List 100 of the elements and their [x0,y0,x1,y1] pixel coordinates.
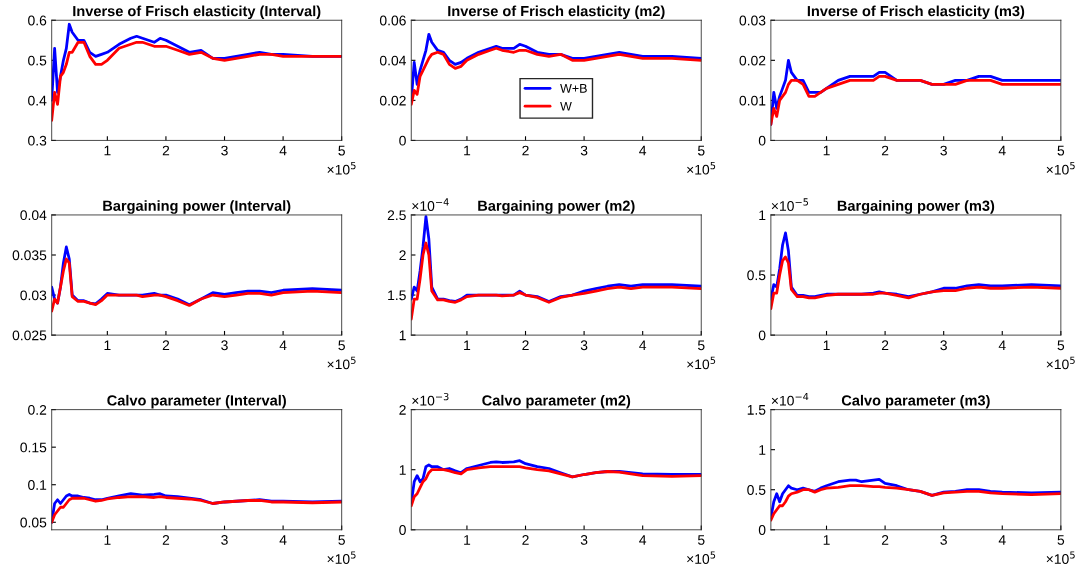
x-tick-label: 1 [104,340,111,351]
x-tick-label: 4 [279,535,287,545]
x-tick-label: 1 [104,535,111,545]
text: ×10$^{5}$ [687,162,716,175]
x-tick-label: 5 [697,535,705,545]
y-tick-label: 1.5 [388,290,406,301]
text: ×10$^{−3}$ [412,392,449,406]
text: ×10$^{5}$ [327,551,356,564]
chart-title: Bargaining power (Interval) [103,200,291,214]
y-tick-label: 0.03 [739,15,766,26]
y-tick-label: 0.04 [379,55,407,66]
x-tick-label: 2 [881,535,889,545]
y-tick-label: 0.1 [28,480,47,490]
y-tick-label: 0.5 [28,55,47,66]
text: ×10$^{5}$ [687,551,716,564]
chart-title: Inverse of Frisch elasticity (Interval) [73,5,321,20]
x-tick-label: 2 [522,340,529,351]
y-tick-label: 1 [759,445,766,455]
text: ×10$^{5}$ [1046,356,1075,370]
x-tick-label: 4 [998,145,1006,156]
y-tick-label: 0 [758,525,766,535]
x-tick-label: 2 [162,340,170,351]
x-tick-label: 2 [522,535,529,545]
x-tick-label: 5 [1057,535,1065,545]
x-tick-label: 3 [221,340,228,351]
x-tick-label: 4 [998,535,1006,545]
text: ×10$^{−4}$ [771,393,809,406]
y-tick-label: 0 [399,525,406,535]
x-tick-label: 5 [338,145,345,156]
y-tick-label: 2 [399,250,406,261]
y-tick-label: 0 [399,135,406,146]
x-tick-label: 1 [823,145,830,156]
y-tick-label: 0.06 [379,15,406,26]
chart-title: Bargaining power (m3) [837,200,995,214]
x-tick-label: 3 [940,535,947,545]
y-tick-label: 0.6 [28,15,47,26]
x-tick-label: 2 [881,340,889,351]
x-tick-label: 2 [162,535,170,545]
x-tick-label: 1 [464,145,471,156]
y-tick-label: 0 [758,135,766,146]
text: ×10$^{−4}$ [412,198,449,211]
x-tick-label: 4 [279,340,287,351]
y-tick-label: 2.5 [387,210,406,221]
x-tick-label: 1 [464,535,471,545]
x-tick-label: 4 [639,145,647,156]
x-tick-label: 2 [522,145,529,156]
x-tick-label: 5 [338,340,345,351]
text: ×10$^{5}$ [687,356,716,370]
x-tick-label: 5 [697,340,705,351]
text: ×10$^{−5}$ [771,198,809,211]
y-tick-label: 0.3 [28,135,47,146]
y-tick-label: 0.01 [739,95,766,106]
text: ×10$^{5}$ [327,162,356,175]
y-tick-label: 1 [399,330,406,341]
x-tick-label: 1 [823,535,830,545]
x-tick-label: 4 [998,340,1006,351]
y-tick-label: 0.025 [12,330,47,341]
chart-title: Calvo parameter (m3) [841,394,990,409]
y-tick-label: 1.5 [747,405,766,415]
x-tick-label: 3 [221,145,228,156]
y-tick-label: 0.5 [747,485,766,495]
x-tick-label: 2 [162,145,170,156]
y-tick-label: 0.4 [28,95,47,106]
x-tick-label: 5 [697,145,705,156]
y-tick-label: 0.02 [379,95,406,106]
x-tick-label: 1 [464,340,471,351]
x-tick-label: 3 [580,535,588,545]
x-tick-label: 4 [639,535,647,545]
x-tick-label: 3 [580,340,588,351]
text: ×10$^{5}$ [1046,162,1075,175]
chart-title: Inverse of Frisch elasticity (m2) [448,5,665,20]
y-tick-label: 0.03 [20,290,47,301]
chart-title: Bargaining power (m2) [478,200,635,214]
x-tick-label: 3 [940,145,947,156]
y-tick-label: 0.035 [12,250,47,261]
y-tick-label: 0 [758,330,766,341]
chart-title: Calvo parameter (m2) [482,394,631,409]
x-tick-label: 1 [104,145,111,156]
y-tick-label: 0.2 [28,404,47,415]
x-tick-label: 5 [1057,145,1065,156]
x-tick-label: 3 [221,535,228,545]
y-tick-label: 0.05 [20,517,47,528]
chart-title: Calvo parameter (Interval) [107,394,286,409]
legend-label: W+B [560,84,587,93]
x-tick-label: 1 [823,340,830,351]
y-tick-label: 1 [759,210,766,220]
text: ×10$^{5}$ [327,356,356,370]
x-tick-label: 3 [580,145,588,156]
text: ×10$^{5}$ [1046,551,1075,564]
chart-title: Inverse of Frisch elasticity (m3) [807,5,1025,20]
x-tick-label: 4 [279,145,287,156]
y-tick-label: 1 [399,465,406,475]
y-tick-label: 0.04 [20,210,47,221]
legend-label: W [560,101,572,111]
y-tick-label: 0.15 [20,442,47,453]
x-tick-label: 5 [338,535,345,545]
y-tick-label: 0.5 [747,270,766,281]
x-tick-label: 3 [940,340,947,351]
y-tick-label: 2 [399,404,406,415]
x-tick-label: 5 [1057,340,1065,351]
